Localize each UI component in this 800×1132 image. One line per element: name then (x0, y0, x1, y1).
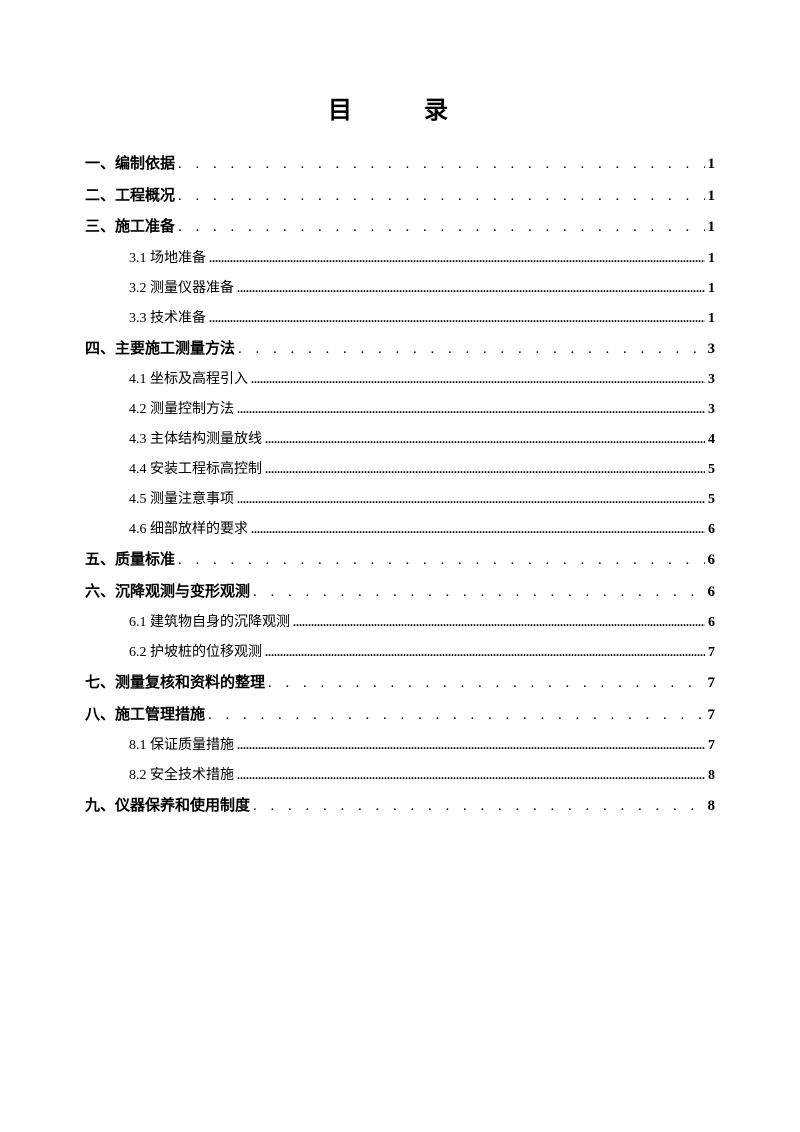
toc-leader-dots: . . . . . . . . . . . . . . . . . . . . … (238, 338, 704, 361)
toc-entry-label: 七、测量复核和资料的整理 (85, 672, 265, 695)
toc-leader-dots: . . . . . . . . . . . . . . . . . . . . … (253, 581, 704, 604)
toc-entry-label: 4.3 主体结构测量放线 (129, 429, 262, 450)
toc-entry: 3.2 测量仪器准备..............................… (85, 278, 715, 299)
toc-leader-dots: . . . . . . . . . . . . . . . . . . . . … (178, 185, 704, 208)
toc-entry-page: 6 (708, 549, 716, 572)
toc-leader-dots: . . . . . . . . . . . . . . . . . . . . … (268, 672, 704, 695)
toc-entry-page: 1 (708, 185, 716, 208)
toc-leader-dots: ........................................… (265, 460, 705, 478)
toc-entry-page: 8 (708, 795, 716, 818)
toc-entry-label: 4.1 坐标及高程引入 (129, 369, 248, 390)
toc-entry: 8.1 保证质量措施..............................… (85, 735, 715, 756)
toc-entry-label: 6.2 护坡桩的位移观测 (129, 642, 262, 663)
toc-entry-page: 6 (708, 612, 715, 633)
toc-entry-page: 3 (708, 338, 716, 361)
toc-entry-label: 3.1 场地准备 (129, 248, 206, 269)
toc-entry-label: 4.4 安装工程标高控制 (129, 459, 262, 480)
toc-entry-label: 8.1 保证质量措施 (129, 735, 234, 756)
toc-entry-label: 3.3 技术准备 (129, 308, 206, 329)
toc-entry-page: 4 (708, 429, 715, 450)
toc-entry: 三、施工准备. . . . . . . . . . . . . . . . . … (85, 216, 715, 239)
toc-entry: 4.6 细部放样的要求.............................… (85, 519, 715, 540)
toc-entry-label: 四、主要施工测量方法 (85, 338, 235, 361)
toc-entry-page: 3 (708, 399, 715, 420)
toc-entry-page: 5 (708, 459, 715, 480)
toc-entry: 4.3 主体结构测量放线............................… (85, 429, 715, 450)
toc-entry-label: 九、仪器保养和使用制度 (85, 795, 250, 818)
toc-entry: 6.2 护坡桩的位移观测............................… (85, 642, 715, 663)
toc-entry: 4.4 安装工程标高控制............................… (85, 459, 715, 480)
toc-leader-dots: ........................................… (237, 400, 705, 418)
toc-leader-dots: ........................................… (293, 613, 705, 631)
toc-leader-dots: . . . . . . . . . . . . . . . . . . . . … (178, 153, 704, 176)
toc-entry: 七、测量复核和资料的整理. . . . . . . . . . . . . . … (85, 672, 715, 695)
toc-leader-dots: ........................................… (209, 309, 705, 327)
toc-leader-dots: ........................................… (237, 736, 705, 754)
toc-entry-page: 7 (708, 672, 716, 695)
toc-entry-page: 7 (708, 642, 715, 663)
toc-entry-page: 6 (708, 581, 716, 604)
toc-entry: 3.1 场地准备................................… (85, 248, 715, 269)
toc-entry-page: 7 (708, 735, 715, 756)
toc-entry-label: 一、编制依据 (85, 153, 175, 176)
toc-entry: 一、编制依据. . . . . . . . . . . . . . . . . … (85, 153, 715, 176)
toc-title: 目 录 (85, 90, 715, 125)
toc-entry-page: 3 (708, 369, 715, 390)
toc-entry: 4.2 测量控制方法..............................… (85, 399, 715, 420)
toc-entry-page: 1 (708, 248, 715, 269)
toc-leader-dots: ........................................… (237, 766, 705, 784)
toc-entry: 五、质量标准. . . . . . . . . . . . . . . . . … (85, 549, 715, 572)
toc-entry-page: 1 (708, 308, 715, 329)
toc-entry: 二、工程概况. . . . . . . . . . . . . . . . . … (85, 185, 715, 208)
toc-leader-dots: ........................................… (265, 430, 705, 448)
toc-entry: 九、仪器保养和使用制度. . . . . . . . . . . . . . .… (85, 795, 715, 818)
toc-entry-page: 1 (708, 153, 716, 176)
toc-leader-dots: . . . . . . . . . . . . . . . . . . . . … (178, 216, 704, 239)
toc-entry-label: 4.5 测量注意事项 (129, 489, 234, 510)
toc-entry-page: 1 (708, 278, 715, 299)
toc-entry-page: 7 (708, 704, 716, 727)
toc-entry-label: 六、沉降观测与变形观测 (85, 581, 250, 604)
toc-leader-dots: . . . . . . . . . . . . . . . . . . . . … (178, 549, 704, 572)
toc-entry: 八、施工管理措施. . . . . . . . . . . . . . . . … (85, 704, 715, 727)
toc-leader-dots: ........................................… (209, 249, 705, 267)
toc-leader-dots: ........................................… (251, 370, 705, 388)
toc-entry-label: 五、质量标准 (85, 549, 175, 572)
toc-entry-page: 1 (708, 216, 716, 239)
toc-leader-dots: ........................................… (237, 490, 705, 508)
toc-entry-label: 三、施工准备 (85, 216, 175, 239)
toc-entry: 8.2 安全技术措施..............................… (85, 765, 715, 786)
toc-entry-label: 8.2 安全技术措施 (129, 765, 234, 786)
toc-leader-dots: ........................................… (251, 520, 705, 538)
toc-entry-page: 5 (708, 489, 715, 510)
toc-container: 一、编制依据. . . . . . . . . . . . . . . . . … (85, 153, 715, 818)
toc-entry: 六、沉降观测与变形观测. . . . . . . . . . . . . . .… (85, 581, 715, 604)
toc-entry: 6.1 建筑物自身的沉降观测..........................… (85, 612, 715, 633)
toc-entry: 四、主要施工测量方法. . . . . . . . . . . . . . . … (85, 338, 715, 361)
toc-leader-dots: ........................................… (265, 643, 705, 661)
toc-leader-dots: ........................................… (237, 279, 705, 297)
toc-entry-label: 八、施工管理措施 (85, 704, 205, 727)
toc-entry-label: 二、工程概况 (85, 185, 175, 208)
toc-entry-page: 6 (708, 519, 715, 540)
toc-entry-page: 8 (708, 765, 715, 786)
toc-entry-label: 4.2 测量控制方法 (129, 399, 234, 420)
toc-entry: 3.3 技术准备................................… (85, 308, 715, 329)
toc-entry-label: 4.6 细部放样的要求 (129, 519, 248, 540)
toc-entry: 4.5 测量注意事项..............................… (85, 489, 715, 510)
toc-entry-label: 6.1 建筑物自身的沉降观测 (129, 612, 290, 633)
toc-leader-dots: . . . . . . . . . . . . . . . . . . . . … (208, 704, 704, 727)
toc-leader-dots: . . . . . . . . . . . . . . . . . . . . … (253, 795, 704, 818)
toc-entry: 4.1 坐标及高程引入.............................… (85, 369, 715, 390)
toc-entry-label: 3.2 测量仪器准备 (129, 278, 234, 299)
